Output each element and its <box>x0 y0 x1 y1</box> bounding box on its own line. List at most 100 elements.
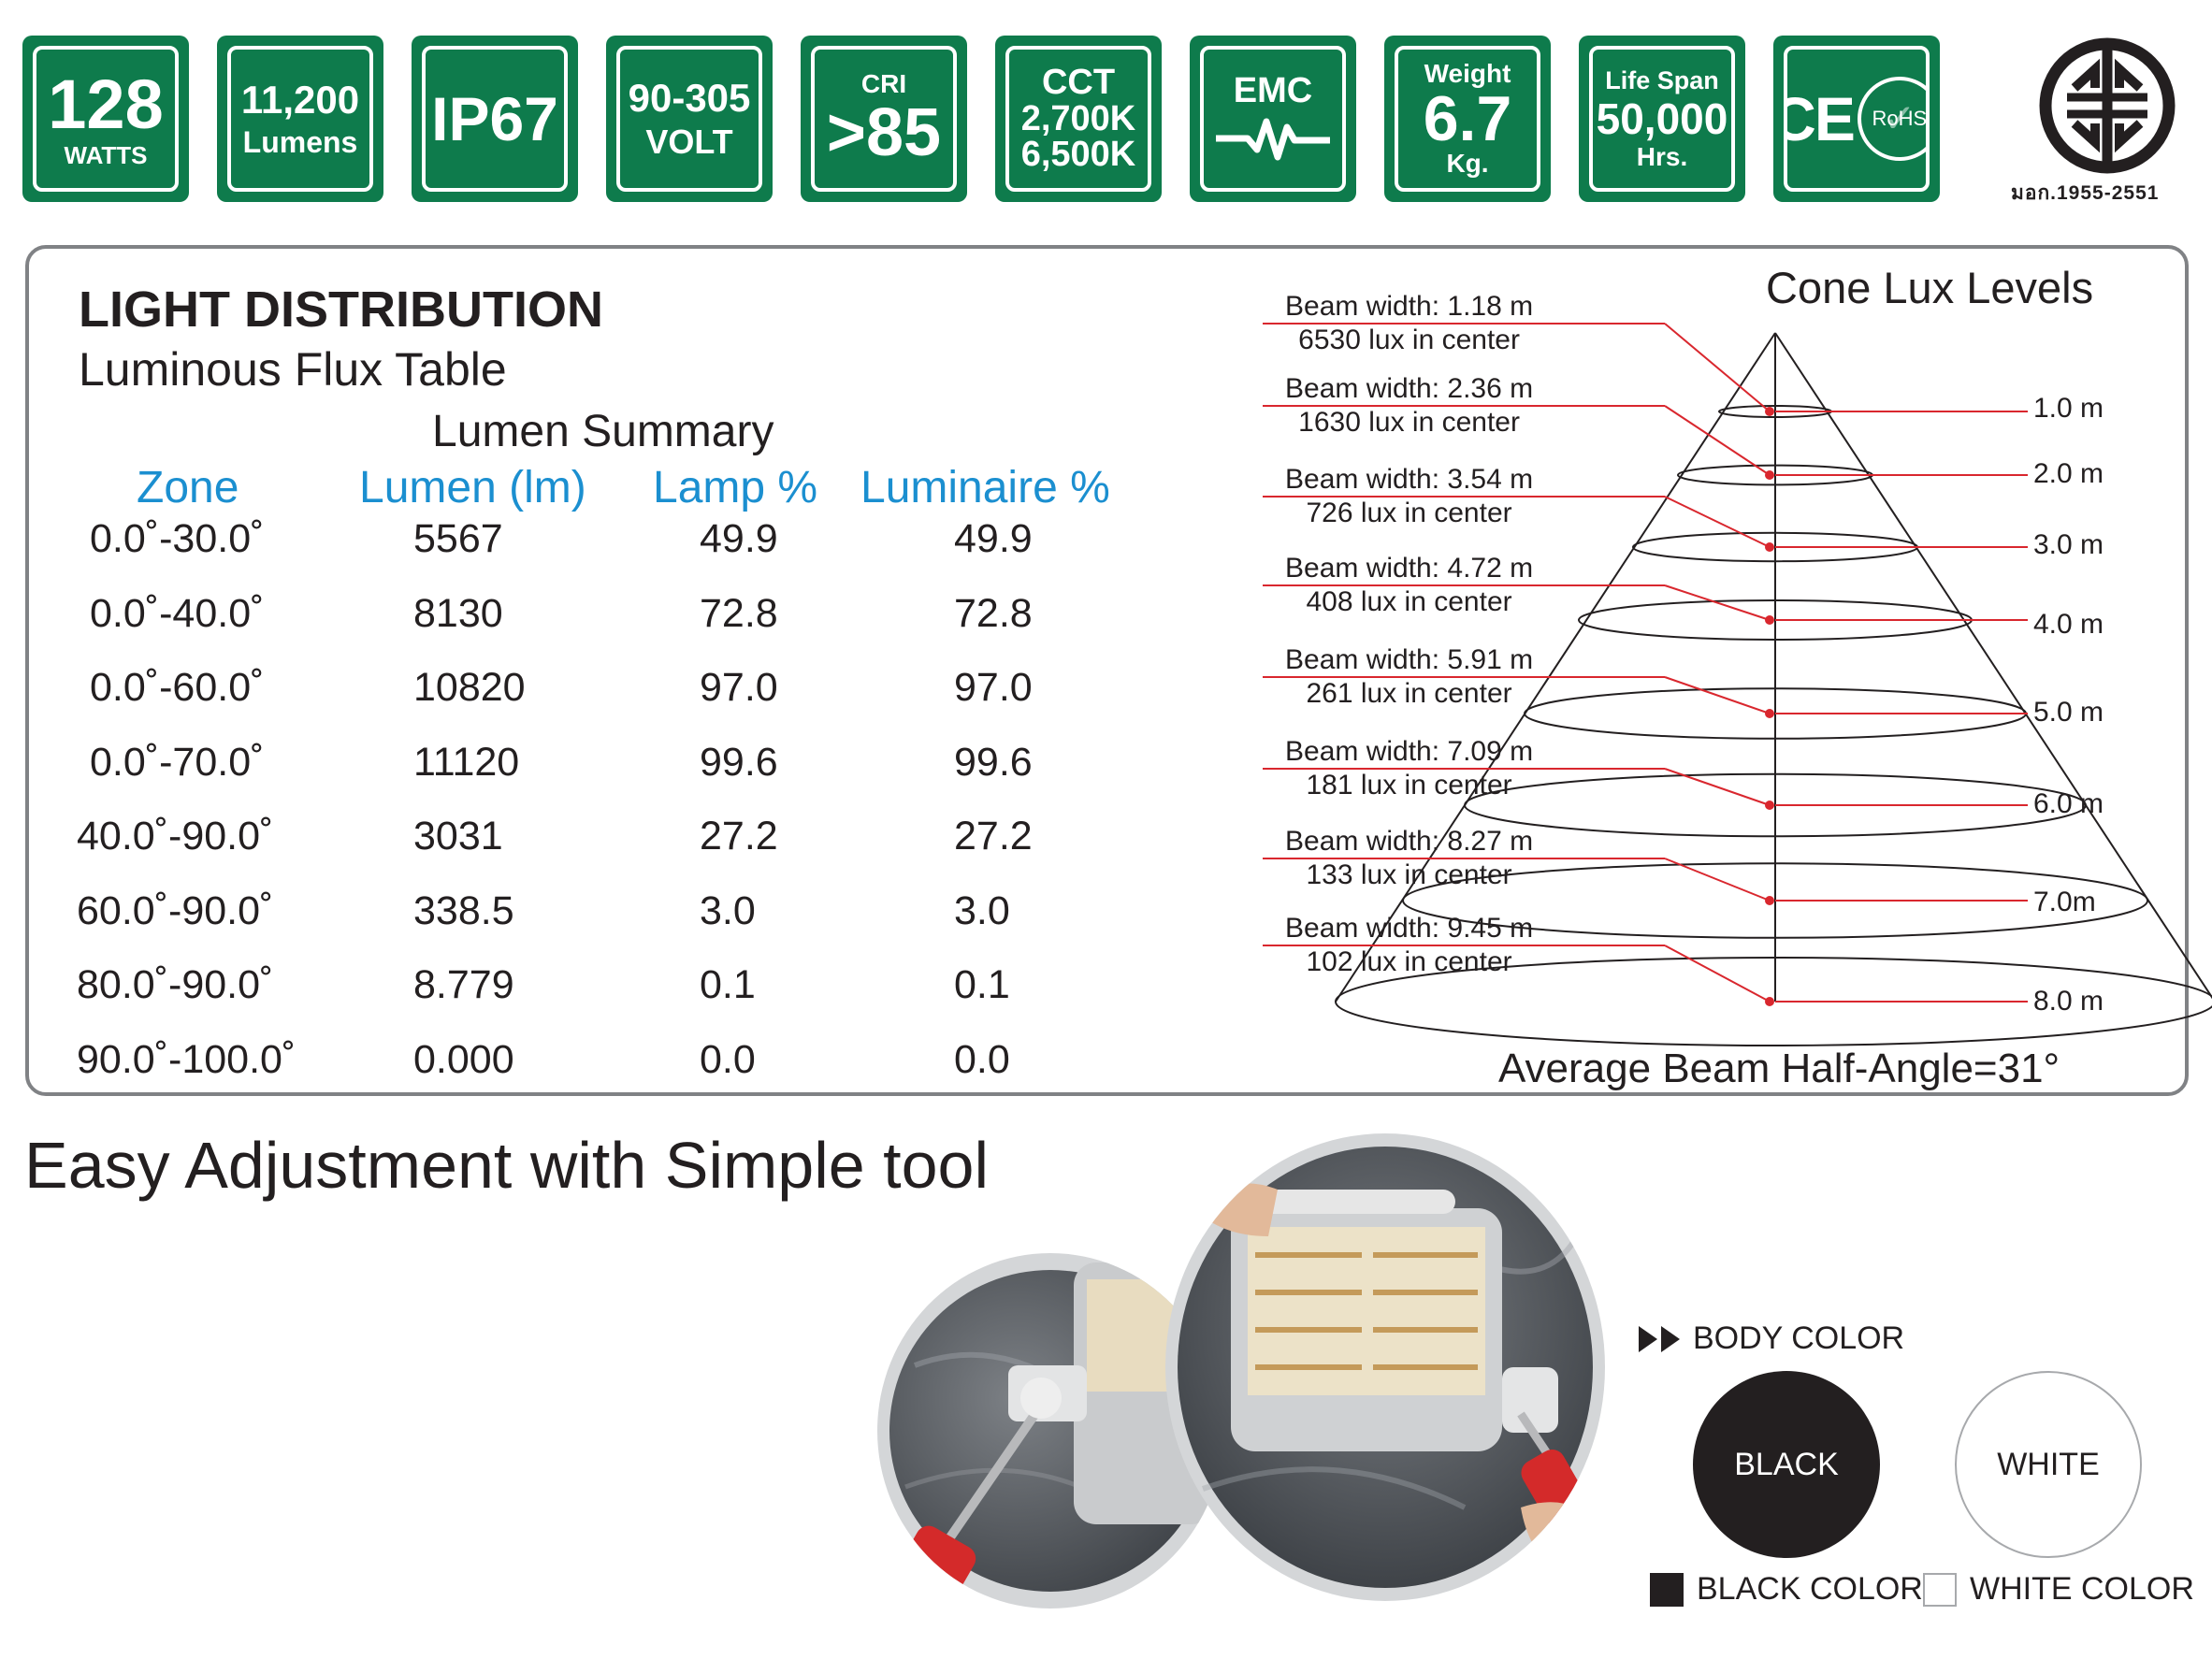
flux-table-cell: 27.2 <box>700 814 778 858</box>
tis-caption: มอก.1955-2551 <box>2011 182 2160 204</box>
body-color-title: BODY COLOR <box>1693 1320 1905 1356</box>
lux-center-text: 102 lux in center <box>1306 946 1512 977</box>
light-distribution-title: LIGHT DISTRIBUTION <box>79 281 603 338</box>
flux-table-cell: 0.1 <box>954 962 1010 1007</box>
pointer-line <box>1664 768 1771 806</box>
flux-table-cell: 0.0 <box>700 1036 756 1082</box>
distance-label: 3.0 m <box>2033 529 2104 560</box>
emc-label: EMC <box>1233 71 1313 110</box>
legend-white-label: WHITE COLOR <box>1970 1571 2194 1607</box>
rohs-label: RoHS <box>1872 107 1928 130</box>
pointer-line <box>1664 858 1771 902</box>
beam-label: Beam width: 3.54 m 726 lux in center <box>1285 463 1533 530</box>
distance-label: 7.0m <box>2033 887 2096 917</box>
lux-center-text: 261 lux in center <box>1306 678 1512 709</box>
weight-value: 6.7 <box>1423 83 1512 154</box>
badge-life-span: Life Span 50,000 Hrs. <box>1579 36 1745 202</box>
cone-ellipse <box>1464 772 2087 838</box>
flux-table-cell: 10820 <box>413 665 526 710</box>
flux-table-cell: 72.8 <box>954 590 1033 636</box>
beam-width-text: Beam width: 7.09 m <box>1285 736 1534 767</box>
weight-unit: Kg. <box>1446 149 1489 178</box>
header-lumen: Lumen (lm) <box>359 463 586 512</box>
cct-warm: 2,700K <box>1020 98 1136 138</box>
check-icon: ✓ <box>1883 96 1916 140</box>
header-luminaire-percent: Luminaire % <box>860 463 1110 512</box>
flux-table-cell: 80.0˚-90.0˚ <box>77 962 274 1007</box>
ip-value: IP67 <box>431 84 558 153</box>
badge-certifications: CE ✓ RoHS <box>1773 36 1940 202</box>
distance-label: 1.0 m <box>2033 393 2104 424</box>
pointer-dot <box>1765 615 1774 625</box>
badge-ip: IP67 <box>412 36 578 202</box>
volt-value: 90-305 <box>628 76 751 120</box>
flux-table-cell: 27.2 <box>954 814 1033 858</box>
luminous-flux-subtitle: Luminous Flux Table <box>79 343 507 396</box>
legend-white: WHITE COLOR <box>1923 1571 2194 1608</box>
beam-width-text: Beam width: 2.36 m <box>1285 373 1534 404</box>
flux-table-cell: 5567 <box>413 516 503 561</box>
pointer-line <box>1664 676 1771 714</box>
flux-table-cell: 97.0 <box>954 665 1033 710</box>
flux-table-cell: 90.0˚-100.0˚ <box>77 1036 296 1082</box>
beam-label: Beam width: 2.36 m 1630 lux in center <box>1285 372 1533 440</box>
flux-table-cell: 99.6 <box>700 739 778 785</box>
cct-label: CCT <box>1041 62 1116 102</box>
flux-table-cell: 72.8 <box>700 590 778 636</box>
lux-center-text: 726 lux in center <box>1306 498 1512 528</box>
flux-table-cell: 0.1 <box>700 962 756 1007</box>
average-beam-angle: Average Beam Half-Angle=31° <box>1498 1046 2060 1091</box>
color-option-white[interactable]: WHITE <box>1955 1371 2142 1558</box>
lumens-unit: Lumens <box>242 125 358 159</box>
beam-width-text: Beam width: 5.91 m <box>1285 644 1534 675</box>
distance-label: 6.0 m <box>2033 788 2104 819</box>
header-zone: Zone <box>137 463 239 512</box>
watts-unit: WATTS <box>64 141 148 169</box>
rohs-icon: ✓ RoHS <box>1857 77 1928 161</box>
double-arrow-icon <box>1639 1325 1680 1352</box>
beam-label: Beam width: 1.18 m 6530 lux in center <box>1285 290 1533 357</box>
color-option-black[interactable]: BLACK <box>1693 1371 1880 1558</box>
cone-lux-title: Cone Lux Levels <box>1766 263 2094 312</box>
beam-label: Beam width: 7.09 m 181 lux in center <box>1285 735 1533 802</box>
beam-label: Beam width: 8.27 m 133 lux in center <box>1285 825 1533 892</box>
lux-center-text: 408 lux in center <box>1306 586 1512 617</box>
flux-table-cell: 3031 <box>413 814 503 858</box>
flux-table-cell: 11120 <box>413 739 520 785</box>
flux-table-cell: 99.6 <box>954 739 1033 785</box>
flux-table-cell: 40.0˚-90.0˚ <box>77 814 274 858</box>
distance-label: 5.0 m <box>2033 697 2104 728</box>
beam-width-text: Beam width: 1.18 m <box>1285 291 1534 322</box>
badge-cct: CCT 2,700K 6,500K <box>995 36 1162 202</box>
pointer-dot <box>1765 407 1774 416</box>
cone-ellipse <box>1335 957 2212 1046</box>
flux-table-cell: 49.9 <box>954 516 1033 561</box>
pointer-dot <box>1765 801 1774 810</box>
flux-table-cell: 0.0˚-30.0˚ <box>90 516 265 561</box>
lux-center-text: 6530 lux in center <box>1298 325 1520 355</box>
watts-value: 128 <box>48 65 164 143</box>
pointer-dot <box>1765 470 1774 480</box>
flux-table-cell: 0.0˚-60.0˚ <box>90 665 265 710</box>
cone-ellipse <box>1402 862 2148 939</box>
badge-watts: 128 WATTS <box>22 36 189 202</box>
pointer-dot <box>1765 709 1774 718</box>
cri-value: >85 <box>826 95 942 170</box>
badge-emc: EMC <box>1190 36 1356 202</box>
beam-width-text: Beam width: 3.54 m <box>1285 464 1534 495</box>
header-lamp-percent: Lamp % <box>653 463 818 512</box>
cone-edge-left <box>1335 332 1776 1003</box>
light-distribution-panel <box>25 245 2189 1096</box>
pointer-line <box>1664 945 1771 1003</box>
pointer-line <box>1664 405 1771 476</box>
lux-center-text: 133 lux in center <box>1306 859 1512 890</box>
beam-width-text: Beam width: 4.72 m <box>1285 553 1534 584</box>
beam-label: Beam width: 4.72 m 408 lux in center <box>1285 552 1533 619</box>
weight-label: Weight <box>1424 59 1511 88</box>
flux-table-cell: 49.9 <box>700 516 778 561</box>
distance-label: 4.0 m <box>2033 609 2104 640</box>
badge-weight: Weight 6.7 Kg. <box>1384 36 1551 202</box>
waveform-icon <box>1216 118 1330 161</box>
lumens-value: 11,200 <box>240 78 360 122</box>
beam-label: Beam width: 9.45 m 102 lux in center <box>1285 912 1533 979</box>
